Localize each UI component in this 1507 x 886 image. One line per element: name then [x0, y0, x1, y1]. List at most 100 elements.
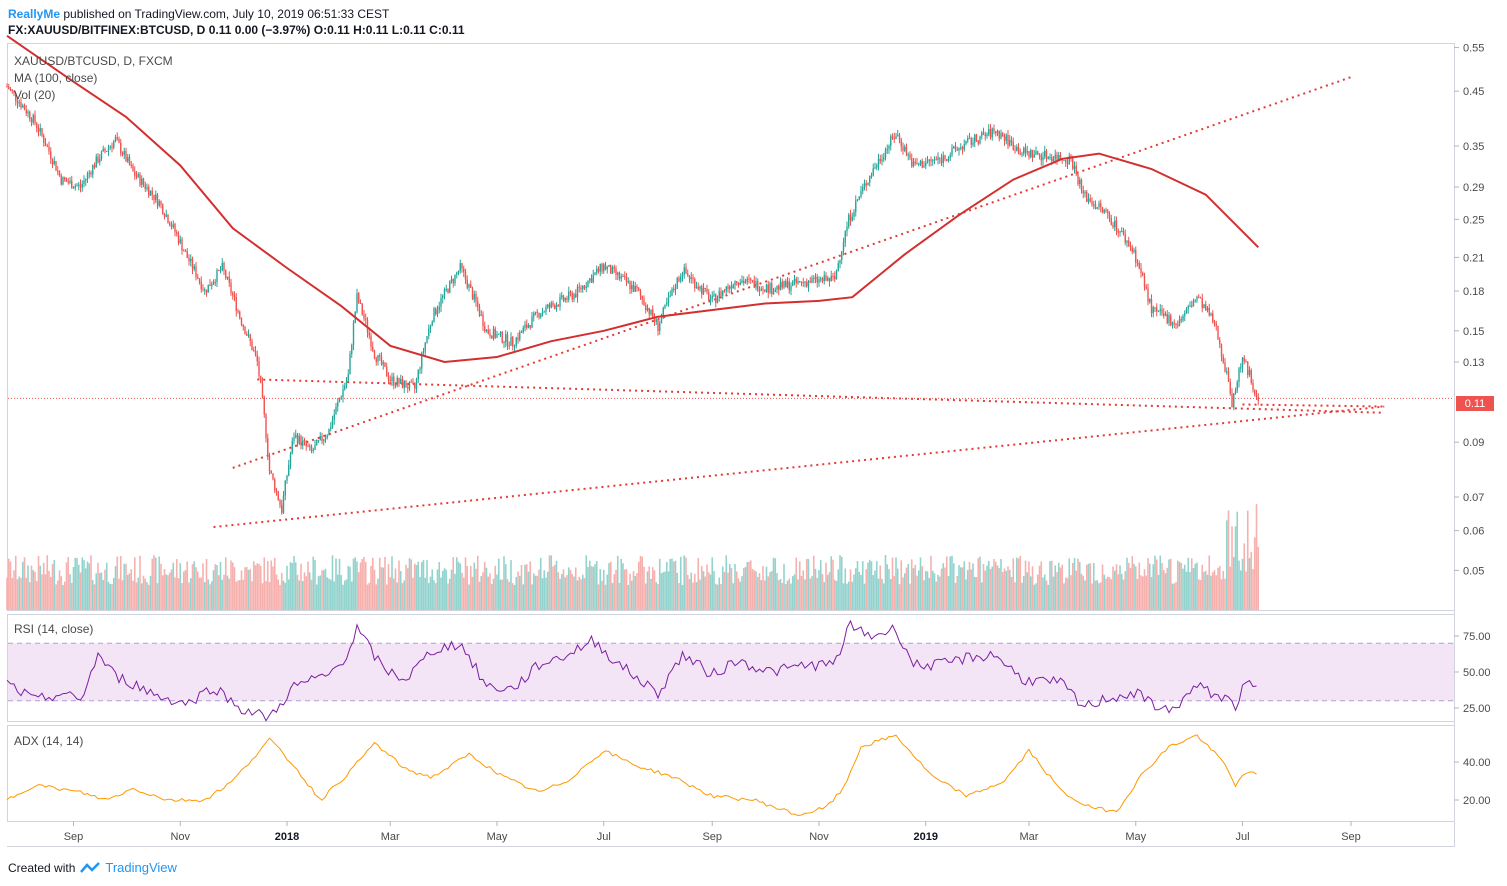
candle-body: [1128, 240, 1130, 246]
ma-100-path: [6, 34, 1260, 364]
volume-bar: [121, 580, 124, 610]
volume-bar: [931, 570, 934, 610]
volume-bar: [487, 576, 490, 610]
tradingview-logo-icon[interactable]: [79, 861, 101, 875]
candle-body: [974, 134, 976, 143]
candle-body: [172, 224, 174, 227]
candle-body: [730, 286, 733, 289]
volume-bar: [1017, 558, 1020, 610]
volume-bar: [1231, 526, 1233, 610]
candle-body: [1016, 146, 1018, 151]
volume-bar: [450, 569, 453, 610]
candle-body: [118, 138, 120, 143]
candle-body: [226, 276, 229, 279]
volume-bar: [651, 567, 654, 610]
candle-body: [905, 146, 908, 156]
volume-bar: [1169, 558, 1172, 610]
candle-body: [408, 381, 411, 389]
volume-bar: [1096, 580, 1099, 610]
volume-bar: [167, 575, 169, 610]
volume-bar: [1218, 566, 1221, 610]
candle-body: [580, 287, 582, 290]
volume-bar: [314, 560, 316, 610]
volume-bar: [1210, 575, 1212, 610]
candle-body: [1189, 305, 1191, 307]
candle-body: [141, 178, 143, 186]
candle-body: [1220, 344, 1223, 357]
candle-body: [655, 319, 657, 322]
candle-body: [1233, 393, 1235, 408]
legend-rsi[interactable]: RSI (14, close): [14, 622, 93, 636]
volume-bar: [912, 568, 915, 610]
volume-bar: [910, 559, 913, 610]
candle-body: [1119, 231, 1121, 233]
candle-body: [92, 165, 94, 175]
legend-vol[interactable]: Vol (20): [14, 88, 55, 102]
tradingview-brand[interactable]: TradingView: [105, 860, 177, 875]
candle-body: [1238, 368, 1240, 383]
volume-bar: [1241, 558, 1244, 610]
volume-bar: [636, 573, 638, 610]
volume-bar: [842, 583, 845, 610]
candle-body: [823, 275, 825, 282]
candle-body: [867, 182, 869, 186]
volume-bar: [140, 583, 143, 610]
candle-body: [316, 440, 318, 446]
candle-body: [727, 286, 729, 289]
candle-body: [1161, 309, 1163, 314]
candle-body: [629, 281, 631, 290]
volume-bar: [700, 566, 703, 610]
legend-adx[interactable]: ADX (14, 14): [14, 734, 83, 748]
candle-body: [442, 295, 444, 299]
candle-body: [751, 280, 754, 282]
volume-bar: [903, 573, 906, 610]
candle-body: [386, 366, 388, 377]
candle-body: [393, 376, 395, 386]
candle-body: [919, 160, 922, 165]
y-tick-label: 0.35: [1463, 141, 1484, 153]
candle-body: [918, 164, 920, 166]
volume-bar: [494, 565, 497, 610]
volume-bar: [321, 570, 323, 610]
candle-body: [456, 272, 458, 275]
candle-body: [543, 311, 545, 313]
candle-body: [289, 453, 292, 465]
volume-bar: [1036, 574, 1039, 610]
candle-body: [1075, 165, 1077, 175]
candle-body: [1254, 389, 1256, 395]
candle-body: [975, 134, 978, 141]
candle-body: [902, 146, 904, 151]
rsi-band: [8, 642, 1454, 702]
volume-bar: [543, 570, 546, 610]
volume-bar: [1078, 561, 1081, 610]
legend-symbol[interactable]: XAUUSD/BTCUSD, D, FXCM: [14, 54, 173, 68]
candle-body: [1201, 298, 1203, 309]
volume-bar: [1028, 561, 1030, 610]
volume-bar: [578, 576, 581, 610]
candle-body: [1231, 393, 1233, 408]
volume-bar: [713, 571, 715, 610]
candle-body: [387, 376, 390, 381]
volume-bar: [952, 563, 955, 610]
candle-body: [582, 285, 584, 290]
volume-bar: [835, 580, 838, 610]
candle-body: [690, 277, 692, 280]
publisher-name[interactable]: ReallyMe: [8, 7, 61, 21]
candle-body: [272, 473, 274, 480]
volume-bar: [1171, 583, 1174, 610]
legend-ma[interactable]: MA (100, close): [14, 71, 97, 85]
volume-bar: [1239, 570, 1242, 610]
candle-body: [970, 138, 972, 145]
volume-bar: [671, 558, 673, 610]
candle-body: [715, 294, 717, 303]
volume-bar: [1168, 559, 1170, 610]
volume-bar: [256, 563, 259, 610]
volume-bar: [637, 561, 640, 610]
volume-bar: [1182, 568, 1184, 610]
volume-bar: [623, 569, 626, 610]
volume-bar: [1012, 558, 1015, 610]
candle-body: [457, 270, 460, 273]
candle-body: [380, 356, 383, 365]
volume-bar: [888, 569, 890, 610]
